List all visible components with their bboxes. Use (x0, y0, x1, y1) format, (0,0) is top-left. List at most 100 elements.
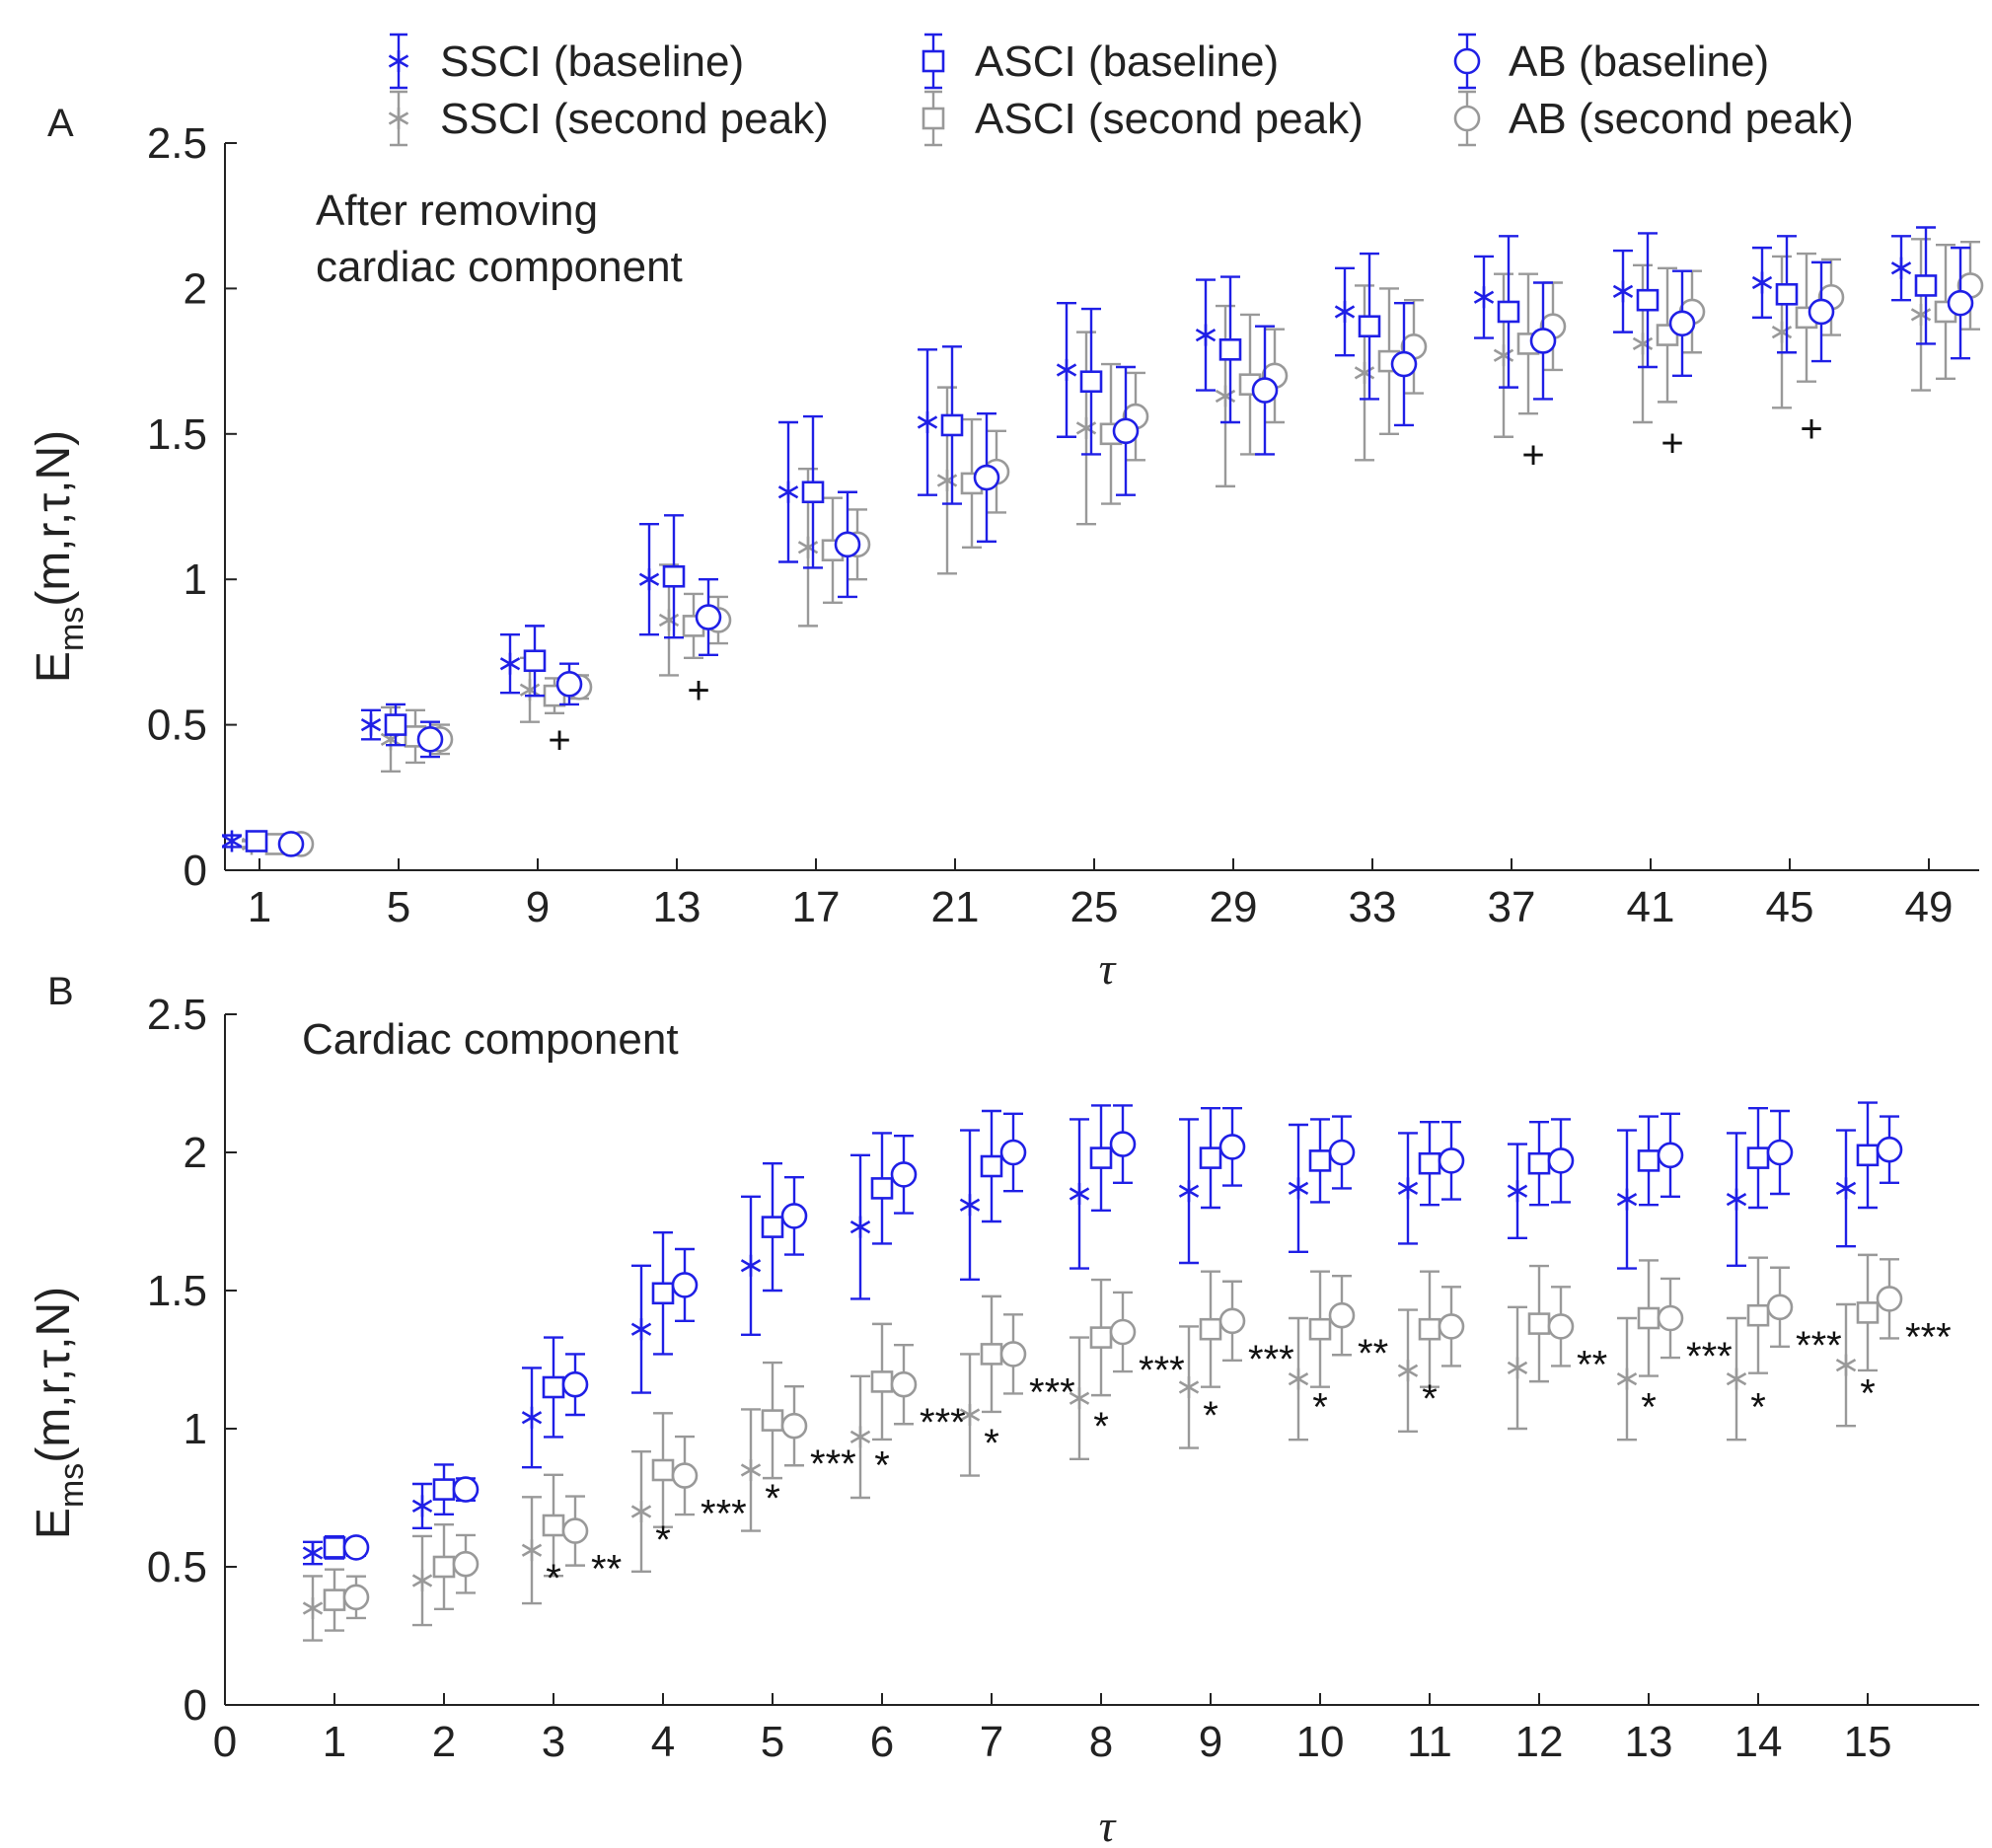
panel-a-asci-baseline-point-37-marker (1497, 300, 1520, 324)
panel-a-ssci-second-peak-point-41-marker-stroke-2 (1632, 336, 1654, 351)
panel-a-ab-baseline-point-13-marker (695, 604, 722, 630)
panel-b-ssci-baseline-point-2-marker-stroke-2 (411, 1499, 433, 1514)
panel-b-ssci-second-peak-point-15 (1835, 1302, 1857, 1428)
panel-a-y-tick-label: 2.5 (147, 119, 207, 168)
panel-b-ssci-second-peak-point-9 (1178, 1325, 1200, 1449)
panel-b-x-tick-label: 4 (651, 1718, 675, 1766)
panel-a-ssci-baseline-point-17-marker (777, 480, 799, 503)
legend: SSCI (baseline) ASCI (baseline) AB (baseli… (388, 33, 1854, 147)
panel-b-ssci-baseline-point-11-marker-stroke-2 (1397, 1181, 1419, 1196)
panel-a-asci-baseline-point-41 (1636, 232, 1660, 369)
panel-a-ssci-second-peak-point-45-marker-stroke-2 (1771, 325, 1793, 339)
panel-a-ssci-baseline-point-9-marker (499, 652, 521, 675)
panel-b-asci-baseline-point-14 (1746, 1106, 1770, 1210)
panel-b-ab-baseline-point-5-marker (780, 1203, 808, 1229)
panel-b-x-tick-label: 11 (1407, 1718, 1452, 1766)
panel-b-asci-baseline-point-10-marker (1308, 1149, 1332, 1172)
panel-a-ssci-baseline-point-13-marker (638, 568, 660, 591)
panel-b-ab-second-peak-point-13-marker (1657, 1304, 1684, 1332)
panel-a-ab-baseline-point-1-marker (277, 831, 305, 857)
panel-a-ssci-second-peak-point-49-marker (1910, 303, 1932, 326)
panel-a-y-tick-label: 0 (184, 847, 207, 895)
panel-b-ssci-second-peak-point-11-marker-stroke-2 (1397, 1364, 1419, 1377)
panel-b-ssci-baseline-point-6-marker (849, 1216, 871, 1238)
panel-b-x-tick-label: 12 (1515, 1718, 1564, 1766)
legend-entry-ssci-second-peak-label: SSCI (second peak) (440, 95, 829, 143)
panel-b-ssci-second-peak-point-3-marker-stroke-2 (521, 1543, 543, 1557)
panel-a-ssci-baseline-point-29-marker (1195, 324, 1217, 346)
legend-entry-ssci-baseline-marker-stroke-2 (388, 54, 409, 68)
panel-a-ssci-baseline-point-33-marker (1334, 300, 1356, 323)
panel-b-x-axis-title: τ (1099, 1801, 1117, 1848)
panel-b-ssci-second-peak-point-5-marker (740, 1459, 762, 1481)
panel-b-ssci-second-peak-point-4-marker-stroke-2 (630, 1505, 652, 1518)
panel-b-asci-baseline-point-12-marker (1527, 1151, 1551, 1175)
panel-a-ssci-baseline-point-37 (1473, 255, 1495, 339)
panel-b-ab-baseline-point-11-marker (1438, 1147, 1465, 1174)
panel-b-ab-second-peak-point-8 (1109, 1291, 1137, 1373)
panel-b-ab-second-peak-point-9 (1218, 1280, 1246, 1363)
panel-a-ssci-second-peak-point-37 (1493, 272, 1514, 438)
panel-b-ssci-second-peak-point-13-marker-stroke-2 (1616, 1371, 1638, 1386)
panel-b-axes: 00.511.522.50 1 2 3 4 5 6 7 8 9 10 11 12 13 14 15 (147, 991, 1979, 1766)
panel-b-asci-baseline-point-5 (761, 1161, 784, 1293)
panel-b-ssci-baseline-point-6-marker-stroke-2 (849, 1220, 871, 1234)
panel-a-ssci-second-peak-point-33 (1354, 284, 1375, 462)
panel-b-ssci-second-peak-point-7-marker (959, 1404, 981, 1426)
panel-b-series-ab-second-peak (342, 1258, 1903, 1620)
panel-b-significance-ab-12: ** (1577, 1343, 1607, 1386)
panel-b-ssci-second-peak-point-15-marker (1835, 1354, 1857, 1376)
panel-b-ssci-baseline-point-4 (630, 1264, 652, 1394)
panel-a-asci-baseline-point-9-marker (523, 649, 547, 673)
panel-a-ssci-baseline-point-9 (499, 633, 521, 695)
panel-a-ab-baseline-point-29-marker (1251, 377, 1279, 404)
panel-b-asci-baseline-point-2-marker (432, 1478, 456, 1501)
panel-a-asci-baseline-point-13 (662, 514, 686, 639)
panel-a-y-title-rest: (m,r,τ,N) (28, 430, 80, 607)
panel-b-significance: * ****** **** **** *************************… (546, 1315, 1951, 1600)
panel-a-asci-baseline-point-33 (1358, 252, 1381, 401)
panel-b-ab-baseline-point-12-marker (1547, 1147, 1575, 1174)
panel-a-asci-baseline-point-33-marker (1358, 315, 1381, 338)
panel-a-x-tick-label: 9 (526, 883, 550, 931)
panel-a-ssci-second-peak-point-25 (1075, 331, 1097, 526)
panel-a-x-tick-label: 37 (1488, 883, 1536, 931)
panel-a-ssci-second-peak-point-21-marker-stroke-2 (936, 474, 958, 487)
panel-b-ssci-baseline-point-1 (302, 1540, 324, 1566)
panel-b-ssci-second-peak-point-4 (630, 1450, 652, 1573)
panel-a-asci-baseline-point-17-marker (801, 480, 825, 504)
panel-a-ssci-second-peak-point-45-marker (1771, 321, 1793, 343)
panel-b-ab-second-peak-point-2-marker (452, 1550, 480, 1578)
panel-a-ssci-baseline-point-5 (360, 708, 382, 741)
panel-b-ssci-baseline-point-3-marker-stroke-2 (521, 1411, 543, 1425)
panel-b-plot: * ****** **** **** *************************… (302, 1101, 1952, 1642)
panel-a-ssci-baseline-point-37-marker-stroke-2 (1473, 290, 1495, 304)
panel-a-ssci-baseline-point-1-marker-stroke-2 (221, 834, 243, 849)
panel-b-asci-second-peak-point-14-marker (1746, 1303, 1770, 1327)
panel-b-significance-ab-9: *** (1248, 1338, 1294, 1381)
panel-a-ssci-second-peak-point-25-marker-stroke-2 (1075, 421, 1097, 435)
panel-b-significance-ssci-5: * (765, 1477, 780, 1520)
panel-a-ssci-baseline-point-17 (777, 420, 799, 563)
panel-b-ssci-second-peak-point-10 (1288, 1316, 1309, 1441)
panel-a-ssci-second-peak-point-9-marker-stroke-2 (519, 683, 541, 697)
panel-a-ab-baseline-point-37-marker (1529, 328, 1557, 354)
panel-b-ssci-second-peak-point-1-marker (302, 1597, 324, 1619)
panel-b-ab-second-peak-point-11-marker (1438, 1313, 1465, 1340)
panel-b-ab-second-peak-point-10-marker (1328, 1301, 1356, 1329)
panel-b-asci-second-peak-point-10 (1308, 1270, 1332, 1388)
panel-b-ab-baseline-point-15 (1876, 1115, 1903, 1185)
panel-a-asci-baseline-point-37 (1497, 235, 1520, 389)
panel-b-ab-baseline-point-13-marker (1657, 1142, 1684, 1169)
panel-a-ssci-baseline-point-29 (1195, 278, 1217, 392)
panel-b: B 00.511.522.50 1 2 3 4 5 6 7 8 9 10 11 12 13 14 15 Car… (28, 970, 1979, 1848)
panel-b-ssci-second-peak-point-2-marker-stroke-2 (411, 1574, 433, 1588)
panel-b-ab-baseline-point-8-marker (1109, 1131, 1137, 1157)
panel-b-asci-second-peak-point-13-marker (1637, 1306, 1660, 1330)
panel-a-ssci-second-peak-point-13-marker (658, 609, 680, 631)
panel-a-ab-baseline-point-49 (1947, 246, 1974, 360)
panel-a-ssci-second-peak-point-33-marker-stroke-2 (1354, 366, 1375, 380)
panel-b-ssci-second-peak-point-5-marker-stroke-2 (740, 1463, 762, 1477)
panel-b-ab-baseline-point-7 (999, 1112, 1027, 1193)
